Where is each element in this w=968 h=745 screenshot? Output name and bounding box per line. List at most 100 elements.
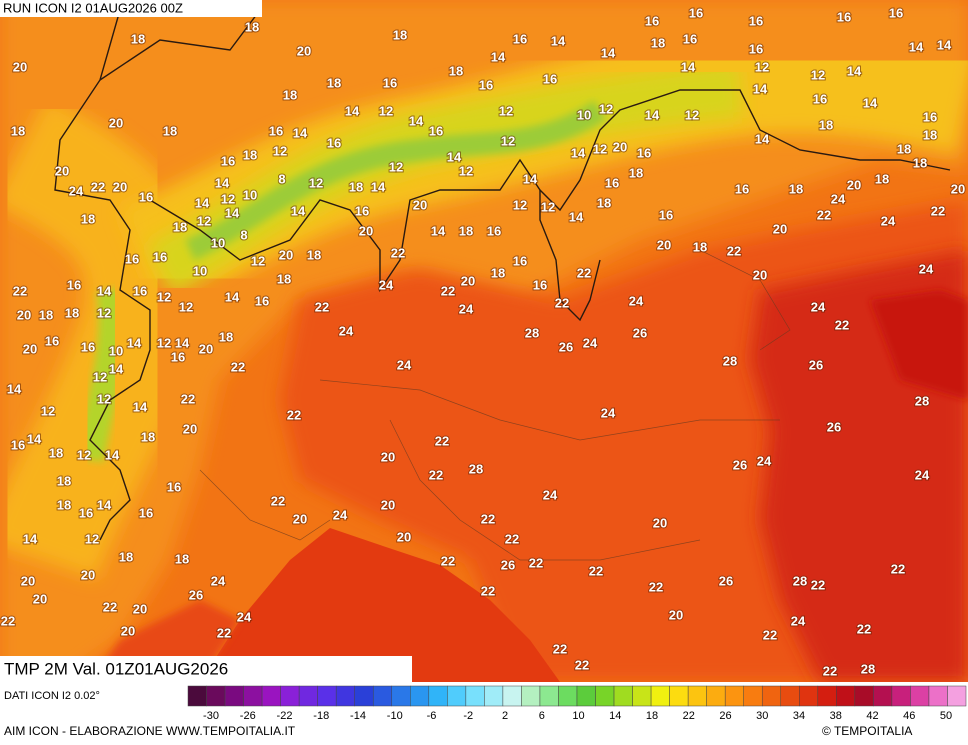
temp-label: 14 [569,209,584,224]
legend-swatch [298,685,318,707]
temp-label: 26 [189,587,203,602]
temp-label: 18 [131,31,145,46]
temp-label: 12 [389,159,403,174]
temp-label: 22 [817,207,831,222]
temp-label: 18 [141,429,155,444]
legend-swatch [502,685,522,707]
temp-label: 14 [97,497,112,512]
temp-label: 18 [875,171,889,186]
temp-label: 20 [847,177,861,192]
map-background [0,0,968,682]
temp-label: 22 [481,511,495,526]
legend-tick-label: -18 [313,710,329,722]
temp-label: 12 [157,289,171,304]
temp-label: 16 [735,181,749,196]
temp-label: 16 [513,31,527,46]
temp-label: 12 [685,107,699,122]
temp-label: 18 [11,123,25,138]
legend-swatch [873,685,893,707]
temp-label: 14 [755,131,770,146]
legend-tick-label: -2 [463,710,473,722]
legend-swatch [521,685,541,707]
temp-label: 22 [835,317,849,332]
temp-label: 24 [919,261,934,276]
legend-swatch [706,685,726,707]
temp-label: 22 [441,283,455,298]
temp-label: 18 [923,127,937,142]
temp-label: 12 [77,447,91,462]
temp-label: 26 [559,339,573,354]
temp-label: 24 [811,299,826,314]
temp-label: 14 [97,283,112,298]
temp-label: 18 [307,247,321,262]
temp-label: 16 [125,251,139,266]
temp-label: 26 [719,573,733,588]
temp-label: 14 [127,335,142,350]
legend-swatch [206,685,226,707]
temp-label: 18 [597,195,611,210]
legend-swatch [687,685,707,707]
legend-tick-label: 14 [609,710,621,722]
legend-tick-label: -14 [350,710,366,722]
temp-label: 10 [243,187,257,202]
temp-label: 14 [371,179,386,194]
copyright: © TEMPOITALIA [822,724,912,738]
legend-swatch [224,685,244,707]
legend-swatch [743,685,763,707]
legend-swatch [799,685,819,707]
temp-label: 16 [645,13,659,28]
legend-swatch [354,685,374,707]
temp-label: 22 [589,563,603,578]
temp-label: 16 [683,31,697,46]
legend-tick-label: -26 [240,710,256,722]
temp-label: 16 [813,91,827,106]
temp-label: 18 [283,87,297,102]
source: DATI ICON I2 0.02° [4,690,100,702]
borders [54,9,951,541]
temp-label: 24 [601,405,616,420]
temp-label: 28 [525,325,539,340]
temp-label: 22 [553,641,567,656]
temp-label: 22 [13,283,27,298]
temp-label: 12 [541,199,555,214]
legend-tick-label: 26 [719,710,731,722]
temp-label: 20 [17,307,31,322]
temp-label: 18 [57,473,71,488]
temp-label: 12 [179,299,193,314]
region-borders [199,249,791,561]
temp-label: 18 [629,165,643,180]
legend-swatch [391,685,411,707]
temp-label: 12 [459,163,473,178]
temp-label: 16 [689,5,703,20]
temp-label: 14 [937,37,952,52]
temp-label: 18 [175,551,189,566]
temp-label: 22 [891,561,905,576]
temp-label: 20 [183,421,197,436]
temp-label: 20 [657,237,671,252]
temp-label: 26 [827,419,841,434]
temp-label: 14 [863,95,878,110]
temp-label: 18 [81,211,95,226]
temp-label: 22 [435,433,449,448]
temp-label: 24 [831,191,846,206]
temp-label: 18 [897,141,911,156]
title-box [0,656,412,682]
legend-swatch [465,685,485,707]
temp-label: 12 [157,335,171,350]
temp-label: 20 [33,591,47,606]
temp-label: 14 [215,175,230,190]
temp-label: 20 [293,511,307,526]
legend-tick-label: 38 [830,710,842,722]
temp-label: 18 [693,239,707,254]
temp-label: 22 [429,467,443,482]
temp-label: 24 [459,301,474,316]
temp-label: 16 [383,75,397,90]
temp-label: 22 [575,657,589,672]
temp-label: 18 [173,219,187,234]
color-legend: -30 -26 -22 -18 -14 -10 -6 -2 2 6 10 14 18 22 26 30 34 38… [187,685,967,722]
temp-label: 18 [245,19,259,34]
temp-label: 20 [381,449,395,464]
temp-label: 12 [41,403,55,418]
temp-label: 16 [11,437,25,452]
temp-label: 20 [133,601,147,616]
